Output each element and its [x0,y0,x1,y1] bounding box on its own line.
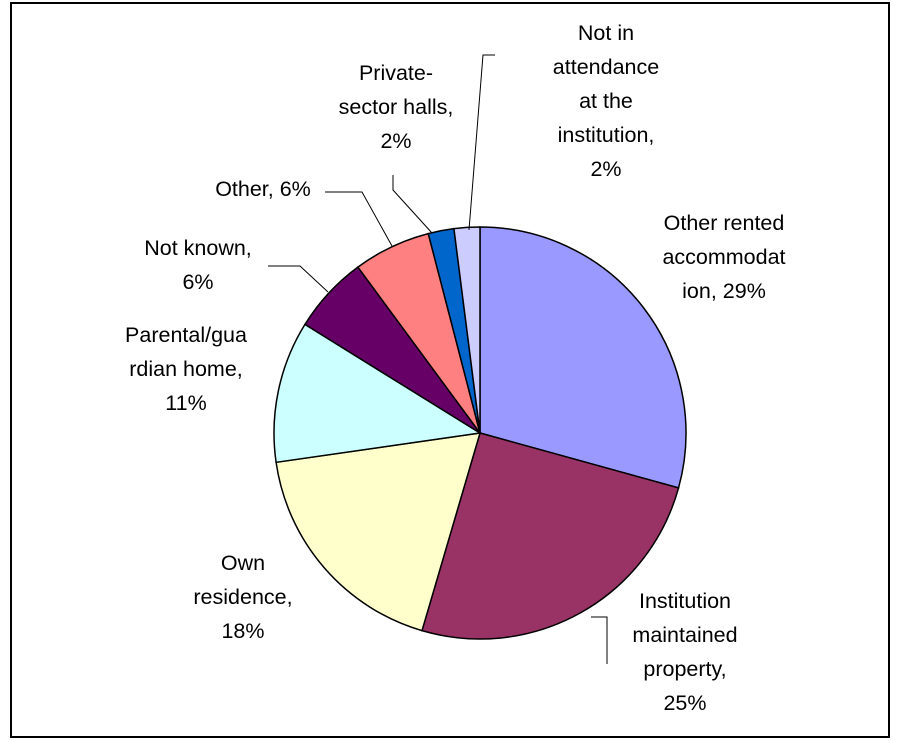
data-label-4: Not known, 6% [144,236,252,294]
data-label-1: Institution maintained property, 25% [632,589,737,715]
data-label-line: Other, 6% [215,177,311,201]
data-label-line: 11% [165,391,206,415]
leader-line-6 [392,175,433,234]
data-label-line: Other rented [664,211,785,235]
pie-slice-parental-guardian-home [273,323,483,464]
data-label-line: Private- [359,61,433,85]
pie-slice-not-in-attendance-at-the-institution [453,226,481,434]
data-label-7: Not in attendance at the institution, 2% [553,21,659,181]
data-label-line: maintained [632,623,737,647]
data-label-line: ion, 29% [682,279,766,303]
data-label-2: Own residence, 18% [193,551,292,643]
data-label-line: rdian home, [129,357,243,381]
data-label-5: Other, 6% [215,177,311,201]
data-label-6: Private-sector halls, 2% [339,61,454,153]
data-label-line: property, [643,657,726,681]
data-label-0: Other rented accommodat ion, 29% [662,211,785,303]
leader-line-1 [591,616,608,664]
data-label-line: 6% [182,270,213,294]
data-label-line: 2% [590,157,621,181]
data-label-line: Institution [639,589,731,613]
data-label-line: Not in [578,21,634,45]
data-label-line: sector halls, [339,95,454,119]
data-label-line: at the [579,89,633,113]
data-label-line: 2% [380,129,411,153]
data-label-line: Parental/gua [125,323,247,347]
data-label-line: 25% [663,691,706,715]
leader-line-7 [468,54,495,231]
data-label-line: institution, [558,123,655,147]
data-label-line: Own [221,551,265,575]
data-label-line: accommodat [662,245,785,269]
data-label-line: 18% [221,619,264,643]
leader-line-4 [268,265,329,293]
pie-slice-institution-maintained-property [421,432,680,640]
leader-line-5 [325,191,393,247]
data-label-line: residence, [193,585,292,609]
data-label-line: attendance [553,55,659,79]
data-label-3: Parental/gua rdian home, 11% [125,323,247,415]
data-label-line: Not known, [144,236,252,260]
pie-slice-other-rented-accommodation [479,226,687,489]
pie-slice-own-residence [275,432,482,632]
